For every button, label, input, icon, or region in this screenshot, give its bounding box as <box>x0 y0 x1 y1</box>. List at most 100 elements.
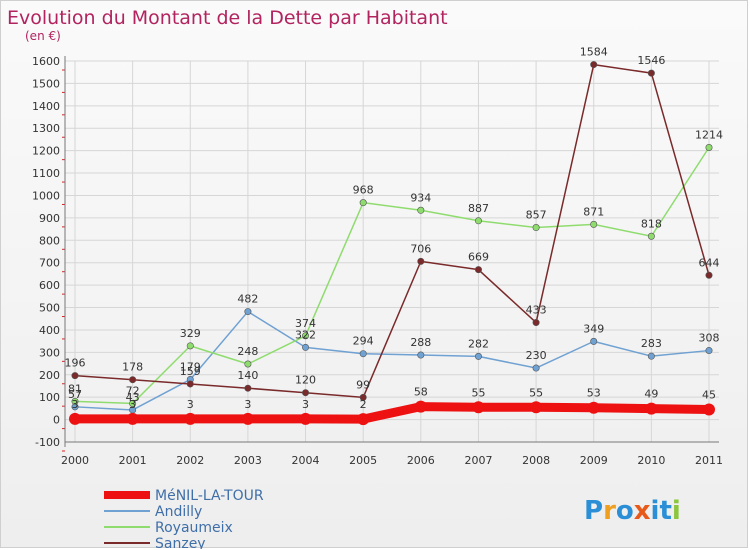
y-tick-label: 700 <box>39 257 60 270</box>
y-tick-label: 1300 <box>32 122 60 135</box>
data-label: 43 <box>126 391 140 404</box>
data-point <box>474 217 482 225</box>
data-point <box>417 206 425 214</box>
data-label: 282 <box>468 337 489 350</box>
data-point <box>703 403 715 416</box>
x-tick-label: 2004 <box>292 454 320 467</box>
data-point <box>244 308 252 316</box>
data-point <box>417 257 425 265</box>
y-tick-label: 1400 <box>32 100 60 113</box>
y-tick-label: -100 <box>35 436 60 449</box>
legend-label: Andilly <box>155 504 202 520</box>
data-label: 58 <box>414 386 428 399</box>
data-point <box>241 412 254 425</box>
data-label: 179 <box>180 360 201 373</box>
chart-title: Evolution du Montant de la Dette par Hab… <box>7 7 448 29</box>
data-point <box>186 342 194 350</box>
data-point <box>587 401 600 414</box>
data-point <box>647 232 655 240</box>
data-label: 706 <box>410 242 431 255</box>
x-tick-label: 2011 <box>695 454 723 467</box>
data-point <box>590 61 598 69</box>
data-label: 818 <box>641 217 662 230</box>
data-point <box>126 412 139 425</box>
data-point <box>302 332 310 340</box>
data-label: 968 <box>353 184 374 197</box>
x-tick-label: 2000 <box>61 454 89 467</box>
data-point <box>302 343 310 351</box>
data-label: 178 <box>122 361 143 374</box>
data-label: 3 <box>244 398 251 411</box>
data-label: 871 <box>583 205 604 218</box>
x-tick-label: 2006 <box>407 454 435 467</box>
data-label: 140 <box>237 369 258 382</box>
x-axis: 2000 2001 2002 2003 2004 2005 2006 2007 2008 2009… <box>61 441 723 467</box>
legend-label: MéNIL-LA-TOUR <box>155 488 264 504</box>
data-label: 55 <box>529 386 543 399</box>
data-label: 482 <box>237 293 258 306</box>
y-axis: -100 0 100 200 300 400 500 600 700 800 900 1000 1100… <box>32 55 66 452</box>
data-point <box>590 220 598 228</box>
data-label: 308 <box>699 332 720 345</box>
data-point <box>647 69 655 77</box>
data-label: 159 <box>180 365 201 378</box>
data-point <box>71 372 79 380</box>
y-tick-label: 1000 <box>32 189 60 202</box>
series-line-royaumeix <box>74 146 710 405</box>
data-point <box>129 376 137 384</box>
data-point <box>532 224 540 232</box>
data-label: 2 <box>360 398 367 411</box>
data-label: 3 <box>72 398 79 411</box>
data-point <box>359 350 367 358</box>
logo-text: Proxiti <box>584 496 681 526</box>
data-point <box>705 347 713 355</box>
data-point <box>299 412 312 425</box>
logo-letter: i <box>672 496 681 526</box>
x-tick-label: 2005 <box>349 454 377 467</box>
data-label: 99 <box>356 378 370 391</box>
logo-letter: t <box>659 496 671 526</box>
data-point <box>186 380 194 388</box>
data-label: 349 <box>583 322 604 335</box>
data-point <box>647 352 655 360</box>
data-label: 196 <box>65 357 86 370</box>
y-tick-label: 1200 <box>32 145 60 158</box>
y-tick-label: 900 <box>39 212 60 225</box>
data-label: 57 <box>68 388 82 401</box>
logo-letter: i <box>651 496 660 526</box>
data-label: 45 <box>702 389 716 402</box>
series-line-ménil-la-tour <box>70 402 714 424</box>
data-label: 887 <box>468 202 489 215</box>
data-label: 81 <box>68 382 82 395</box>
data-point <box>417 351 425 359</box>
data-point <box>244 384 252 392</box>
data-label: 329 <box>180 327 201 340</box>
logo-letter: P <box>584 496 603 526</box>
data-point <box>184 412 197 425</box>
y-tick-label: 1500 <box>32 77 60 90</box>
series-line-sanzey <box>74 63 710 399</box>
data-label: 857 <box>526 209 547 222</box>
data-label: 1214 <box>695 129 723 142</box>
series-lines <box>69 61 715 426</box>
proxiti-logo: Proxiti <box>584 496 681 526</box>
data-label: 49 <box>644 388 658 401</box>
chart-subtitle: (en €) <box>25 29 61 43</box>
data-label: 294 <box>353 335 374 348</box>
data-label: 283 <box>641 337 662 350</box>
data-label: 288 <box>410 336 431 349</box>
y-tick-label: 0 <box>53 414 60 427</box>
data-label: 3 <box>187 398 194 411</box>
data-point <box>71 397 79 405</box>
data-label: 3 <box>302 398 309 411</box>
y-tick-label: 400 <box>39 324 60 337</box>
data-point <box>474 266 482 274</box>
data-label: 669 <box>468 251 489 264</box>
y-tick-label: 100 <box>39 391 60 404</box>
data-label: 230 <box>526 349 547 362</box>
logo-letter: x <box>634 496 651 526</box>
data-point <box>532 364 540 372</box>
